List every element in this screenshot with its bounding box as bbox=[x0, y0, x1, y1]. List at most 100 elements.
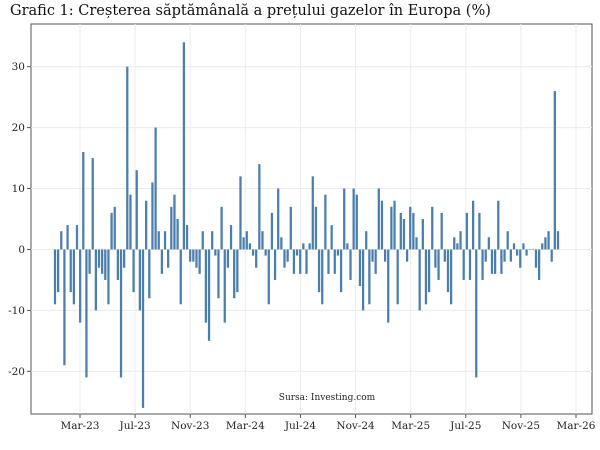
bar bbox=[126, 66, 129, 250]
bar bbox=[135, 170, 138, 250]
bar bbox=[217, 249, 220, 299]
bar bbox=[239, 176, 242, 250]
bar bbox=[481, 249, 484, 280]
y-tick-label: -10 bbox=[8, 305, 25, 317]
bar bbox=[69, 249, 72, 293]
bar bbox=[361, 249, 365, 311]
bar bbox=[289, 206, 292, 250]
bar bbox=[478, 212, 481, 250]
bar bbox=[72, 249, 75, 305]
bar bbox=[113, 206, 116, 250]
bar bbox=[396, 249, 399, 305]
bar bbox=[415, 237, 418, 250]
bar bbox=[145, 200, 148, 250]
bar bbox=[110, 212, 113, 250]
bar bbox=[424, 249, 428, 305]
bar bbox=[355, 194, 358, 250]
bar bbox=[528, 249, 531, 251]
bar bbox=[245, 231, 248, 250]
bar bbox=[292, 249, 296, 274]
x-tick-label: Nov-25 bbox=[502, 420, 540, 432]
bar bbox=[324, 194, 327, 250]
bar bbox=[358, 249, 362, 287]
source-annotation: Sursa: Investing.com bbox=[279, 393, 376, 403]
bar bbox=[383, 249, 387, 262]
bar bbox=[223, 249, 226, 323]
bar bbox=[434, 249, 437, 268]
bar bbox=[387, 249, 390, 323]
bar bbox=[198, 249, 201, 274]
bar bbox=[220, 206, 223, 250]
bar bbox=[317, 249, 321, 293]
bar bbox=[497, 200, 500, 250]
bar bbox=[204, 249, 208, 323]
bar bbox=[352, 188, 355, 250]
bar bbox=[176, 219, 179, 250]
bar bbox=[493, 249, 497, 274]
bar bbox=[541, 243, 544, 250]
bar bbox=[101, 249, 104, 274]
bar bbox=[365, 231, 368, 250]
y-tick-label: -20 bbox=[8, 366, 25, 378]
bar bbox=[148, 249, 151, 299]
bar bbox=[192, 249, 195, 262]
bar bbox=[343, 188, 346, 250]
bar bbox=[538, 249, 541, 280]
bar bbox=[427, 249, 431, 293]
bar bbox=[500, 249, 503, 274]
bar bbox=[516, 249, 519, 256]
bar bbox=[512, 243, 516, 250]
bar bbox=[368, 249, 371, 305]
bar bbox=[336, 249, 340, 256]
bar bbox=[160, 249, 164, 274]
x-tick-label: Nov-23 bbox=[171, 420, 209, 432]
bar bbox=[522, 243, 525, 250]
bar bbox=[270, 212, 274, 250]
bar bbox=[409, 206, 412, 250]
bar bbox=[163, 231, 167, 250]
bar bbox=[94, 249, 97, 311]
bar bbox=[170, 206, 173, 250]
x-tick-label: Mar-25 bbox=[391, 420, 430, 432]
bar bbox=[66, 225, 69, 250]
bar bbox=[490, 249, 494, 274]
bar bbox=[544, 237, 547, 250]
bar bbox=[104, 249, 107, 280]
bar bbox=[402, 219, 406, 250]
x-tick-label: Nov-24 bbox=[336, 420, 375, 432]
bar bbox=[226, 249, 230, 268]
bar bbox=[393, 200, 396, 250]
bar bbox=[519, 249, 522, 268]
bar bbox=[157, 231, 160, 250]
bar bbox=[311, 176, 314, 250]
bar bbox=[412, 212, 415, 250]
bar bbox=[377, 188, 380, 250]
y-tick-label: 0 bbox=[18, 244, 25, 256]
bar bbox=[421, 219, 424, 250]
bar bbox=[305, 249, 308, 274]
bar bbox=[431, 206, 434, 250]
bar bbox=[503, 249, 506, 262]
bar bbox=[308, 243, 311, 250]
axis-layer: -20 -10 0 10 20 30 Mar-23 Jul-23 Nov-23 Mar-24 Jul… bbox=[8, 61, 596, 432]
bar bbox=[550, 249, 553, 262]
bar bbox=[264, 249, 267, 256]
x-tick-label: Jul-24 bbox=[284, 420, 317, 432]
bar bbox=[333, 249, 336, 274]
bar bbox=[182, 42, 186, 250]
bar bbox=[132, 249, 135, 293]
bar bbox=[60, 231, 63, 250]
bar bbox=[258, 164, 261, 250]
y-tick-label: 10 bbox=[12, 183, 25, 195]
bar bbox=[449, 249, 453, 305]
bar bbox=[390, 206, 393, 250]
bar bbox=[154, 127, 157, 250]
bar bbox=[207, 249, 211, 341]
bar bbox=[487, 237, 490, 250]
bar bbox=[525, 249, 528, 256]
bar bbox=[321, 249, 324, 305]
bar bbox=[85, 249, 88, 378]
bar bbox=[534, 249, 538, 268]
bar bbox=[123, 249, 126, 268]
bar bbox=[556, 231, 560, 250]
